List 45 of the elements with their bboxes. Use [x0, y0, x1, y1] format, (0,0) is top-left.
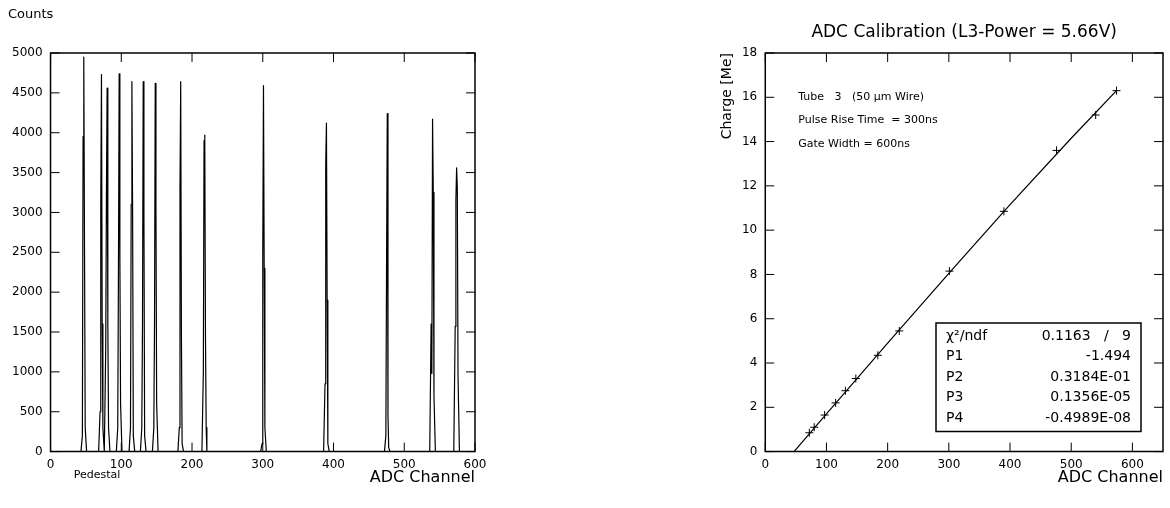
y-tick-label: 16	[741, 89, 758, 104]
y-tick-label: 6	[749, 310, 758, 325]
text: P1 -1.494	[946, 347, 1131, 364]
text: P3 0.1356E-05	[946, 388, 1131, 405]
x-tick-label: 200	[876, 456, 900, 471]
y-tick-label: 0	[749, 443, 758, 458]
y-tick-label: 0	[34, 443, 43, 458]
y-tick-label: 12	[741, 177, 758, 192]
y-tick-label: 2500	[11, 244, 43, 259]
x-tick-label: 0	[761, 456, 770, 471]
y-tick-label: 1000	[11, 364, 43, 379]
y-tick-label: 2000	[11, 284, 43, 299]
y-tick-label: 3500	[11, 164, 43, 179]
chart-title: ADC Calibration (L3-Power = 5.66V)	[811, 20, 1117, 41]
x-tick-label: 500	[392, 456, 416, 471]
y-tick-label: 500	[19, 403, 43, 418]
x-tick-label: 500	[1059, 456, 1083, 471]
text: χ²/ndf 0.1163 / 9	[946, 326, 1131, 343]
x-tick-label: 600	[1120, 456, 1144, 471]
y-tick-label: 4	[749, 355, 758, 370]
y-tick-label: 8	[749, 266, 758, 281]
annotation: Tube 3 (50 μm Wire)	[797, 89, 925, 103]
y-tick-label: 14	[741, 133, 758, 148]
x-tick-label: 300	[251, 456, 275, 471]
text: P2 0.3184E-01	[946, 367, 1131, 384]
y-axis-title: Counts	[8, 5, 54, 21]
x-tick-label: 300	[937, 456, 961, 471]
annotation: Gate Width = 600ns	[798, 136, 911, 150]
y-tick-label: 4000	[11, 124, 43, 139]
y-tick-label: 2	[749, 399, 758, 414]
x-tick-label: 100	[815, 456, 838, 471]
x-tick-label: 0	[46, 456, 55, 471]
y-tick-label: 18	[741, 45, 758, 60]
x-tick-label: 600	[463, 456, 487, 471]
y-tick-label: 3000	[11, 204, 43, 219]
x-tick-label: 400	[998, 456, 1022, 471]
annotation: Pulse Rise Time = 300ns	[798, 113, 939, 127]
y-tick-label: 10	[741, 222, 758, 237]
x-tick-label: 200	[180, 456, 204, 471]
y-tick-label: 1500	[11, 324, 43, 339]
y-tick-label: 5000	[11, 45, 43, 60]
y-axis-title: Charge [Me]	[717, 53, 734, 140]
text: P4 -0.4989E-08	[946, 408, 1131, 425]
y-tick-label: 4500	[11, 84, 43, 99]
x-tick-label: 400	[322, 456, 345, 471]
